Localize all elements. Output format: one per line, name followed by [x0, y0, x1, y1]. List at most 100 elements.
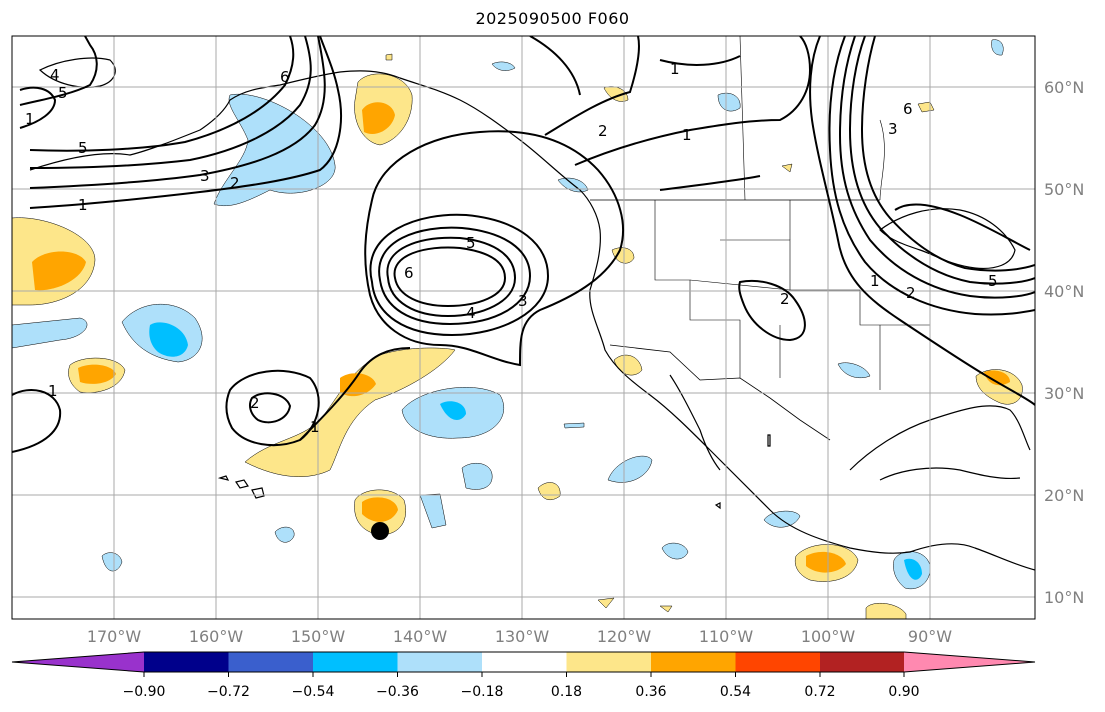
latitude-labels: 60°N 50°N 40°N 30°N 20°N 10°N — [1044, 78, 1084, 607]
anomaly-area — [419, 493, 447, 529]
lon-label: 160°W — [189, 627, 244, 646]
anomaly-area — [362, 102, 395, 135]
longitude-labels: 170°W 160°W 150°W 140°W 130°W 120°W 110°… — [87, 627, 952, 646]
contour-label: 5 — [466, 234, 476, 252]
colorbar-tick-label: 0.90 — [888, 684, 919, 700]
colorbar-ticks — [143, 672, 905, 677]
contour-label: 3 — [888, 120, 898, 138]
contour-label: 6 — [280, 68, 290, 86]
anomaly-area — [78, 364, 116, 384]
colorbar-tick-label: 0.72 — [804, 684, 835, 700]
anomaly-area — [984, 370, 1010, 386]
island — [217, 475, 230, 481]
colorbar-tick-label: −0.90 — [123, 684, 166, 700]
lat-label: 40°N — [1044, 282, 1084, 301]
colorbar-segment — [313, 652, 398, 672]
contour-label: 1 — [870, 272, 880, 290]
anomaly-area — [440, 401, 466, 420]
lon-label: 90°W — [908, 627, 952, 646]
anomaly-area — [837, 362, 871, 379]
contour-line — [12, 389, 62, 453]
coastline — [29, 70, 1035, 571]
contour-label: 1 — [25, 110, 35, 128]
contour-label: 2 — [780, 290, 790, 308]
contour-label: 1 — [48, 382, 58, 400]
contour-labels: 5 6 4 5 3 2 1 6 5 4 3 2 1 1 2 1 6 5 3 2 … — [25, 60, 998, 436]
lon-label: 140°W — [393, 627, 448, 646]
contour-line — [860, 36, 1035, 272]
coastline — [669, 374, 721, 471]
anomaly-area — [149, 322, 188, 357]
contour-line — [809, 36, 1035, 406]
anomaly-area — [781, 163, 793, 173]
contour-line — [386, 236, 517, 318]
map-title: 2025090500 F060 — [475, 9, 630, 28]
anomaly-area — [597, 597, 615, 609]
lon-label: 100°W — [801, 627, 856, 646]
contour-line — [848, 36, 1035, 285]
colorbar: −0.90 −0.72 −0.54 −0.36 −0.18 0.18 0.36 … — [11, 651, 1036, 700]
anomaly-area — [12, 317, 88, 349]
contour-label: 4 — [466, 304, 476, 322]
colorbar-tick-label: 0.18 — [551, 684, 582, 700]
lat-label: 50°N — [1044, 180, 1084, 199]
colorbar-tick-label: 0.36 — [635, 684, 666, 700]
contour-label: 3 — [200, 167, 210, 185]
strong-positive-fills — [32, 102, 1010, 573]
colorbar-segment — [566, 652, 651, 672]
anomaly-area — [607, 455, 653, 483]
colorbar-segment — [397, 652, 482, 672]
contour-line — [19, 86, 57, 129]
contour-line — [574, 36, 812, 166]
strong-negative-fills — [149, 322, 922, 580]
contour-line — [393, 246, 507, 308]
graticule — [12, 36, 1035, 619]
contour-line — [249, 392, 292, 424]
colorbar-segment — [144, 652, 229, 672]
colorbar-tick-label: −0.18 — [461, 684, 504, 700]
contour-label: 5 — [78, 139, 88, 157]
lat-label: 30°N — [1044, 384, 1084, 403]
map-frame — [11, 35, 1036, 620]
colorbar-segment — [651, 652, 736, 672]
coastline — [849, 405, 1031, 471]
colorbar-extend-max — [904, 652, 1035, 672]
anomaly-area — [661, 542, 689, 560]
lon-label: 170°W — [87, 627, 142, 646]
location-marker — [371, 522, 389, 540]
contour-label: 1 — [310, 418, 320, 436]
contour-line — [29, 36, 295, 152]
contour-label: 2 — [230, 174, 240, 192]
contour-label: 1 — [78, 196, 88, 214]
colorbar-extend-min — [12, 652, 144, 672]
colorbar-tick-label: −0.36 — [376, 684, 419, 700]
contour-line — [29, 36, 312, 169]
contour-line — [544, 36, 640, 136]
lon-label: 110°W — [699, 627, 754, 646]
colorbar-tick-label: −0.72 — [207, 684, 250, 700]
contour-label: 2 — [598, 122, 608, 140]
contour-label: 1 — [670, 60, 680, 78]
anomaly-area — [991, 39, 1004, 56]
colorbar-tick-label: −0.54 — [292, 684, 335, 700]
contour-line — [659, 175, 761, 191]
coastline — [879, 467, 1021, 481]
anomaly-area — [274, 526, 295, 543]
anomaly-area — [491, 61, 516, 71]
contour-line — [838, 36, 1035, 299]
contour-label: 5 — [58, 84, 68, 102]
contour-line — [894, 203, 1031, 251]
contour-line — [369, 213, 550, 337]
anomaly-area — [904, 558, 922, 580]
contour-line — [828, 36, 1035, 316]
contour-line — [19, 36, 98, 106]
contour-line — [29, 36, 342, 209]
anomaly-area — [461, 462, 493, 490]
anomaly-area — [340, 373, 376, 397]
island — [767, 434, 771, 447]
colorbar-segment — [482, 652, 567, 672]
contour-line — [364, 130, 624, 367]
contour-label: 6 — [903, 100, 913, 118]
lat-label: 20°N — [1044, 486, 1084, 505]
